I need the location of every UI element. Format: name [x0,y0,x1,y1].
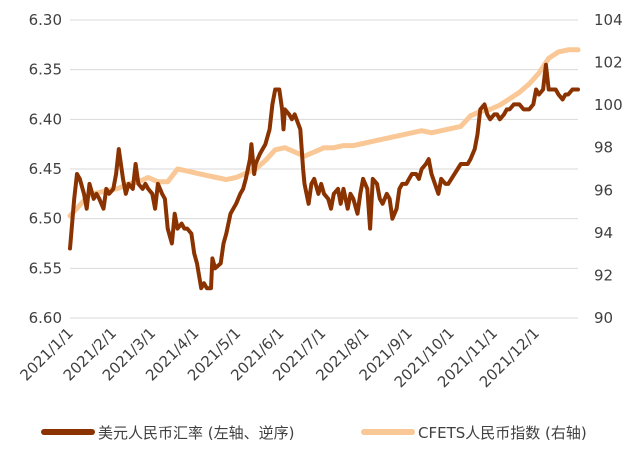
right-tick-label: 102 [594,54,623,72]
legend-label-usdcny: 美元人民币汇率 (左轴、逆序) [98,424,294,442]
left-tick-label: 6.30 [29,11,62,29]
left-tick-label: 6.60 [29,309,62,327]
right-tick-label: 96 [594,181,613,199]
left-axis-ticks: 6.30 6.35 6.40 6.45 6.50 6.55 6.60 [29,11,62,327]
left-tick-label: 6.40 [29,110,62,128]
left-tick-label: 6.45 [29,160,62,178]
right-tick-label: 92 [594,266,613,284]
right-axis-ticks: 104 102 100 98 96 94 92 90 [594,11,623,327]
x-axis-ticks: 2021/1/12021/2/12021/3/12021/4/12021/5/1… [16,324,543,391]
right-tick-label: 100 [594,96,623,114]
legend-label-cfets: CFETS人民币指数 (右轴) [418,424,587,442]
left-tick-label: 6.35 [29,61,62,79]
right-tick-label: 104 [594,11,623,29]
series-line-cfets [67,47,581,219]
series-line-usdcny [68,62,580,291]
series-lines [67,47,581,291]
gridlines [70,19,578,319]
left-tick-label: 6.50 [29,210,62,228]
right-tick-label: 94 [594,224,613,242]
legend: 美元人民币汇率 (左轴、逆序) CFETS人民币指数 (右轴) [41,424,587,442]
right-tick-label: 90 [594,309,613,327]
left-tick-label: 6.55 [29,259,62,277]
right-tick-label: 98 [594,139,613,157]
